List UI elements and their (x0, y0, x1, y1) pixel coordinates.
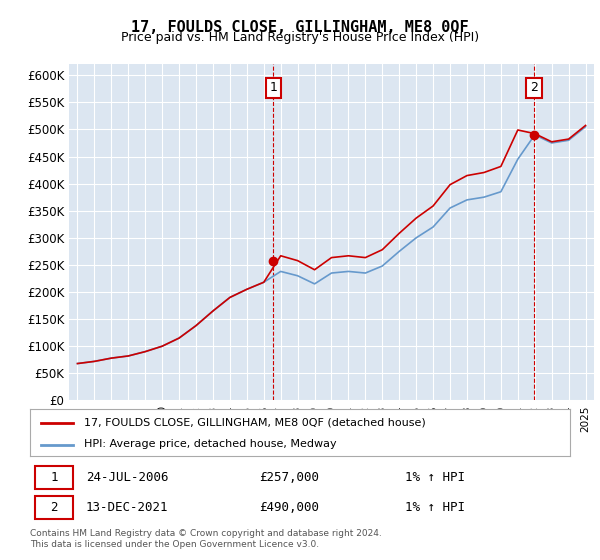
Text: 1% ↑ HPI: 1% ↑ HPI (405, 471, 465, 484)
Text: 17, FOULDS CLOSE, GILLINGHAM, ME8 0QF (detached house): 17, FOULDS CLOSE, GILLINGHAM, ME8 0QF (d… (84, 417, 426, 427)
Text: 2: 2 (50, 501, 58, 514)
Text: Price paid vs. HM Land Registry's House Price Index (HPI): Price paid vs. HM Land Registry's House … (121, 31, 479, 44)
Text: £490,000: £490,000 (259, 501, 319, 514)
Text: 17, FOULDS CLOSE, GILLINGHAM, ME8 0QF: 17, FOULDS CLOSE, GILLINGHAM, ME8 0QF (131, 20, 469, 35)
Text: Contains HM Land Registry data © Crown copyright and database right 2024.
This d: Contains HM Land Registry data © Crown c… (30, 529, 382, 549)
Text: 13-DEC-2021: 13-DEC-2021 (86, 501, 169, 514)
Text: 2: 2 (530, 81, 538, 95)
Text: 1: 1 (50, 471, 58, 484)
Text: 1: 1 (269, 81, 277, 95)
Text: HPI: Average price, detached house, Medway: HPI: Average price, detached house, Medw… (84, 438, 337, 449)
Text: £257,000: £257,000 (259, 471, 319, 484)
FancyBboxPatch shape (35, 496, 73, 519)
Text: 24-JUL-2006: 24-JUL-2006 (86, 471, 169, 484)
FancyBboxPatch shape (35, 466, 73, 489)
Text: 1% ↑ HPI: 1% ↑ HPI (405, 501, 465, 514)
